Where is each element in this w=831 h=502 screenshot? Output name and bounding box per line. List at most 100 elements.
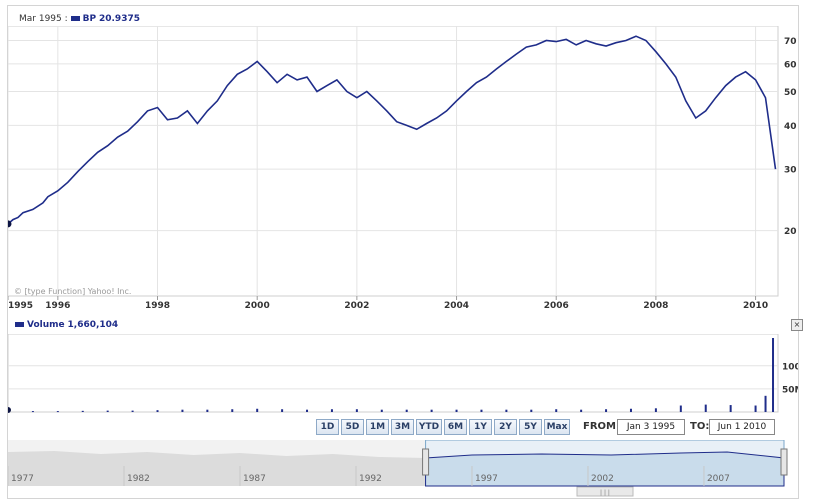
volume-bar: [380, 409, 383, 412]
from-label: FROM:: [583, 421, 620, 432]
x-tick-label: 1995: [8, 301, 33, 311]
navigator-right-handle[interactable]: [780, 448, 788, 476]
volume-marker: [8, 407, 11, 413]
volume-bar: [555, 409, 558, 412]
volume-grid: [8, 334, 779, 413]
volume-bar: [181, 409, 184, 412]
price-legend: Mar 1995 : BP 20.9375: [19, 14, 140, 24]
volume-bar: [131, 410, 134, 412]
navigator-tick-label: 2002: [591, 474, 614, 484]
volume-value: 1,660,104: [67, 320, 119, 330]
volume-y-tick-label: 50M: [782, 385, 798, 395]
volume-bar: [106, 410, 109, 412]
x-tick-label: 2002: [344, 301, 369, 311]
price-y-axis: 20 30 40 50 60 70: [784, 37, 797, 237]
volume-bar: [156, 410, 159, 412]
volume-bar: [772, 338, 775, 412]
price-plot-area: [8, 26, 779, 297]
volume-bar: [355, 409, 358, 412]
hover-marker: [8, 220, 12, 228]
volume-bar: [530, 409, 533, 412]
range-button-1d[interactable]: 1D: [316, 419, 339, 435]
range-button-6m[interactable]: 6M: [444, 419, 467, 435]
volume-bar: [505, 409, 508, 412]
y-tick-label: 20: [784, 227, 797, 237]
price-chart[interactable]: 20 30 40 50 60 70 1995 1996 1998 2000 2002 2004 200…: [8, 26, 798, 316]
volume-swatch-icon: [15, 321, 24, 327]
close-volume-button[interactable]: ×: [791, 319, 803, 331]
scrollbar-grip-icon: | | |: [600, 490, 610, 497]
navigator-left-handle[interactable]: [422, 448, 430, 476]
y-tick-label: 50: [784, 88, 797, 98]
from-date-input[interactable]: Jan 3 1995: [617, 419, 685, 435]
navigator-tick-label: 1982: [127, 474, 150, 484]
price-grid: [8, 26, 779, 297]
volume-bar: [654, 408, 657, 412]
volume-bar: [281, 409, 284, 412]
x-tick-label: 2004: [444, 301, 469, 311]
legend-date: Mar 1995 :: [19, 14, 68, 24]
range-button-5y[interactable]: 5Y: [519, 419, 542, 435]
y-tick-label: 60: [784, 60, 797, 70]
volume-bar: [729, 405, 732, 412]
navigator-scrollbar-thumb[interactable]: [576, 486, 634, 497]
range-button-2y[interactable]: 2Y: [494, 419, 517, 435]
volume-bar: [56, 411, 59, 413]
x-tick-label: 1996: [45, 301, 70, 311]
legend-value: 20.9375: [98, 14, 140, 24]
volume-y-axis: 50M 100M: [782, 362, 798, 395]
volume-bar: [679, 405, 682, 412]
range-button-5d[interactable]: 5D: [341, 419, 364, 435]
x-tick-label: 2010: [743, 301, 768, 311]
to-label: TO:: [690, 421, 710, 432]
volume-bar: [480, 409, 483, 412]
volume-bar: [764, 395, 767, 412]
range-button-3m[interactable]: 3M: [391, 419, 414, 435]
navigator-x-axis: 1977 1982 1987 1992 1997 2002 2007: [8, 466, 730, 486]
x-tick-label: 2008: [643, 301, 668, 311]
volume-bar: [256, 408, 259, 412]
navigator-tick-label: 1987: [243, 474, 266, 484]
legend-symbol: BP: [82, 14, 97, 24]
x-tick-label: 2006: [544, 301, 569, 311]
navigator-tick-label: 1977: [11, 474, 34, 484]
x-tick-label: 2000: [245, 301, 270, 311]
volume-bar: [306, 409, 309, 412]
y-tick-label: 40: [784, 122, 797, 132]
range-button-max[interactable]: Max: [544, 419, 570, 435]
volume-bar: [81, 410, 84, 412]
volume-bar: [580, 409, 583, 412]
volume-plot-area: [8, 334, 779, 413]
volume-bar: [231, 409, 234, 412]
to-date-input[interactable]: Jun 1 2010: [709, 419, 775, 435]
range-buttons: 1D 5D 1M 3M YTD 6M 1Y 2Y 5Y Max: [316, 419, 570, 435]
navigator-tick-label: 1992: [359, 474, 382, 484]
y-tick-label: 30: [784, 166, 797, 176]
volume-bar: [754, 405, 757, 412]
navigator-tick-label: 1997: [475, 474, 498, 484]
navigator[interactable]: 1977 1982 1987 1992 1997 2002 2007 | | |: [8, 440, 798, 500]
volume-bar: [455, 409, 458, 412]
series-swatch-icon: [70, 15, 80, 21]
range-button-ytd[interactable]: YTD: [416, 419, 442, 435]
volume-bar: [405, 409, 408, 412]
volume-bar: [605, 409, 608, 412]
volume-bar: [206, 409, 209, 412]
volume-bar: [629, 408, 632, 412]
volume-bar: [704, 404, 707, 412]
price-series-line: [8, 35, 777, 225]
range-button-1m[interactable]: 1M: [366, 419, 389, 435]
price-x-axis: 1995 1996 1998 2000 2002 2004 2006 2008 2010: [8, 296, 768, 311]
volume-y-tick-label: 100M: [782, 362, 798, 372]
volume-label: Volume: [27, 320, 65, 330]
range-button-1y[interactable]: 1Y: [469, 419, 492, 435]
volume-bar: [330, 409, 333, 412]
copyright-text: © [type Function] Yahoo! Inc.: [14, 287, 131, 296]
navigator-tick-label: 2007: [707, 474, 730, 484]
volume-bar: [31, 411, 34, 413]
x-tick-label: 1998: [145, 301, 170, 311]
volume-chart[interactable]: 50M 100M: [8, 334, 798, 414]
y-tick-label: 70: [784, 37, 797, 47]
volume-bars: [8, 338, 775, 413]
volume-legend: Volume 1,660,104: [15, 320, 118, 330]
